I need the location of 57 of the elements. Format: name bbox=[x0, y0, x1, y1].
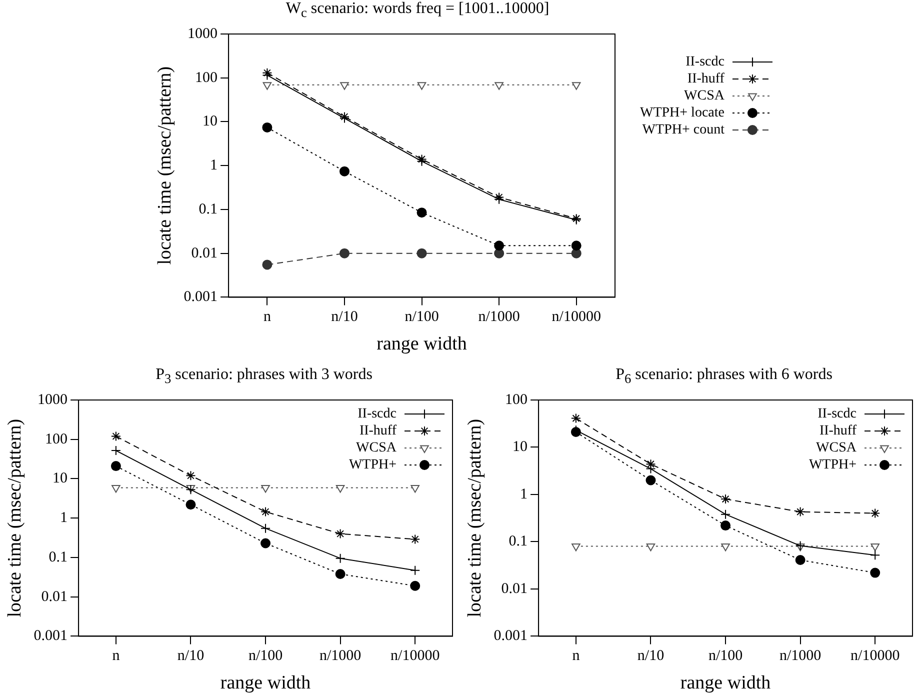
legend-label: II-huff bbox=[819, 424, 857, 439]
legend-label: II-huff bbox=[687, 72, 725, 87]
y-tick-label: 1000 bbox=[38, 392, 68, 408]
y-tick-label: 1 bbox=[210, 158, 218, 174]
x-axis-title: range width bbox=[376, 334, 468, 355]
x-tick-label: n/10 bbox=[637, 648, 664, 664]
chart-title: P$_{3}$ scenario: phrases with 3 words bbox=[154, 366, 374, 388]
x-tick-label: n bbox=[112, 648, 120, 664]
y-tick-label: 1000 bbox=[188, 26, 218, 42]
y-tick-label: 10 bbox=[512, 439, 528, 456]
x-tick-label: n/10000 bbox=[850, 648, 900, 664]
y-axis-title: locate time (msec/pattern) bbox=[464, 418, 486, 618]
y-axis-title: locate time (msec/pattern) bbox=[4, 418, 26, 618]
chart-title: P$_{6}$ scenario: phrases with 6 words bbox=[614, 366, 834, 388]
y-tick-label: 0.01 bbox=[501, 580, 528, 597]
x-tick-label: n/10000 bbox=[390, 648, 440, 664]
y-tick-label: 100 bbox=[195, 70, 218, 86]
y-tick-label: 100 bbox=[45, 431, 68, 448]
y-tick-label: 10 bbox=[202, 114, 218, 130]
y-tick-label: 10 bbox=[52, 470, 68, 487]
y-tick-label: 0.001 bbox=[494, 628, 528, 644]
x-tick-label: n/10000 bbox=[552, 309, 601, 326]
legend-label: WTPH+ bbox=[808, 458, 857, 473]
y-tick-label: 0.1 bbox=[48, 549, 68, 566]
x-tick-label: n/100 bbox=[248, 648, 283, 664]
y-tick-label: 0.1 bbox=[198, 201, 218, 218]
legend-label: WTPH+ count bbox=[642, 122, 725, 138]
legend-label: WTPH+ locate bbox=[640, 106, 724, 121]
legend-label: WCSA bbox=[816, 440, 858, 456]
x-tick-label: n/1000 bbox=[319, 648, 362, 664]
x-tick-label: n/1000 bbox=[478, 309, 520, 326]
y-tick-label: 0.001 bbox=[184, 289, 218, 306]
legend-label: II-scdc bbox=[818, 406, 856, 422]
x-axis-title: range width bbox=[220, 672, 312, 694]
x-tick-label: n/10 bbox=[177, 648, 204, 664]
x-tick-label: n/10 bbox=[331, 309, 358, 326]
legend-label: II-huff bbox=[359, 424, 397, 439]
x-axis-title: range width bbox=[680, 672, 772, 694]
x-tick-label: n bbox=[263, 309, 272, 326]
y-tick-label: 1 bbox=[520, 486, 528, 502]
x-tick-label: n/1000 bbox=[779, 648, 822, 664]
legend-label: WTPH+ bbox=[348, 458, 397, 473]
legend-label: WCSA bbox=[684, 88, 726, 104]
y-tick-label: 1 bbox=[60, 510, 68, 526]
x-tick-label: n/100 bbox=[708, 648, 743, 664]
y-axis-title: locate time (msec/pattern) bbox=[154, 66, 176, 265]
y-tick-label: 0.1 bbox=[508, 534, 528, 550]
x-tick-label: n/100 bbox=[404, 309, 439, 326]
x-tick-label: n bbox=[572, 648, 580, 664]
y-tick-label: 0.001 bbox=[34, 628, 68, 644]
legend-label: II-scdc bbox=[686, 54, 724, 70]
legend-label: WCSA bbox=[356, 440, 398, 456]
legend-label: II-scdc bbox=[358, 406, 396, 422]
y-tick-label: 100 bbox=[505, 392, 528, 408]
chart-title: W$_{c}$ scenario: words freq = [1001..10000] bbox=[284, 0, 550, 22]
y-tick-label: 0.01 bbox=[41, 588, 68, 605]
y-tick-label: 0.01 bbox=[191, 245, 218, 262]
